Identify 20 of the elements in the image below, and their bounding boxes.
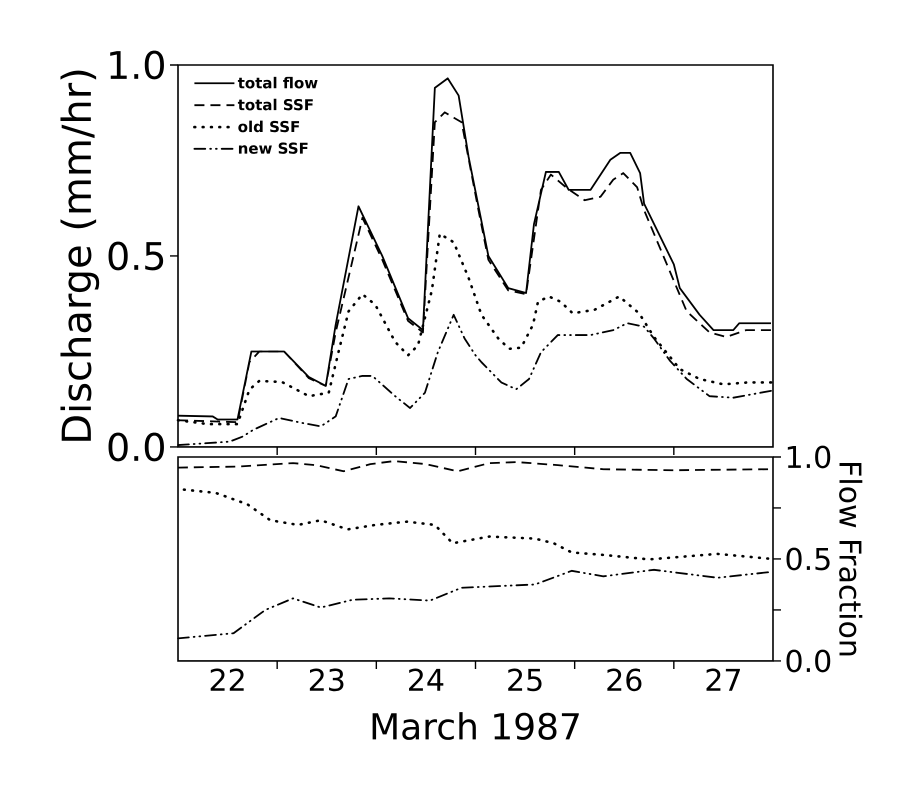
x-tick-label: 22: [210, 668, 244, 691]
legend-label: total SSF: [238, 98, 313, 110]
line-series: [182, 488, 770, 561]
x-tick-label: 25: [508, 668, 542, 692]
y2-tick-label: 1.0: [788, 446, 830, 468]
y-tick-label: 0.5: [108, 242, 164, 270]
x-tick-label: 27: [706, 668, 740, 691]
y2-tick-label: 0.0: [786, 650, 830, 672]
legend-label: old SSF: [238, 120, 300, 132]
legend-label: new SSF: [238, 142, 308, 154]
y-tick-label: 1.0: [110, 50, 164, 80]
x-axis-title: March 1987: [372, 712, 579, 740]
x-tick-label: 23: [310, 668, 344, 692]
y-tick-label: 0.0: [108, 432, 164, 462]
y2-axis-title: Flow Fraction: [839, 463, 862, 656]
y-axis-title: Discharge (mm/hr): [60, 70, 100, 441]
y2-tick-label: 0.5: [786, 548, 830, 570]
x-tick-label: 24: [409, 668, 444, 691]
x-tick-label: 26: [607, 668, 642, 692]
legend-label: total flow: [238, 76, 318, 88]
